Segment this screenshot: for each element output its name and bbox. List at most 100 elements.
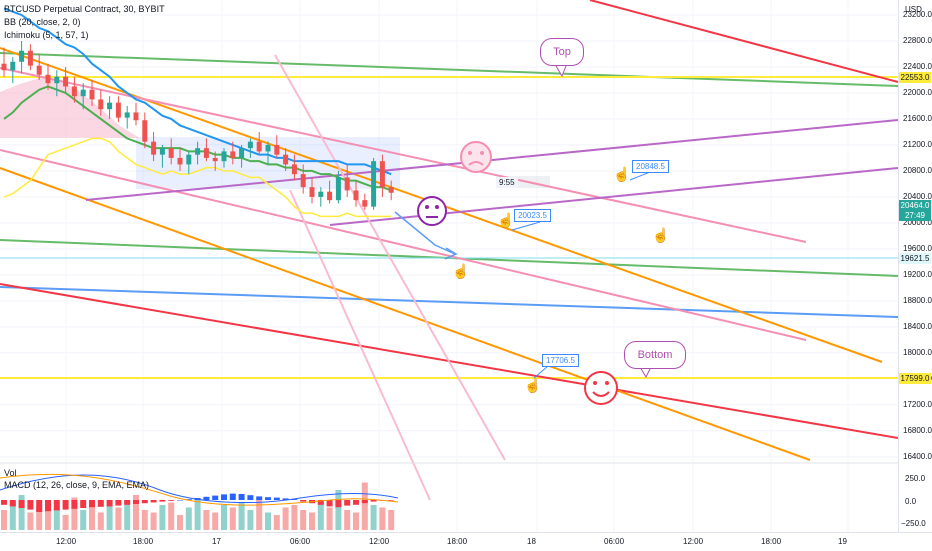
macd-bar — [229, 493, 236, 500]
volume-bar — [177, 515, 183, 530]
macd-bar — [388, 500, 395, 501]
volume-bar — [133, 495, 139, 530]
volume-bar — [388, 510, 395, 530]
happy-face-icon[interactable] — [584, 371, 618, 405]
candle — [371, 157, 377, 210]
price-scale[interactable]: USD 23200.0 22800.0 22400.0 22000.0 21600.0 2… — [898, 0, 932, 532]
macd-bar — [45, 500, 51, 512]
candle-body — [71, 86, 77, 97]
price-tick: 16800.0 — [903, 425, 932, 435]
bottom-level-tag[interactable]: 17599.0 — [899, 373, 931, 384]
price-note-b[interactable]: 20023.5 — [514, 209, 551, 222]
volume-bar — [335, 490, 342, 530]
hand-pointer-icon[interactable]: ☝ — [613, 166, 631, 182]
time-scale[interactable]: 12:00 18:00 17 06:00 12:00 18:00 18 06:00 12:00 1… — [0, 532, 932, 551]
volume-bar — [379, 507, 386, 530]
pink-trend-line-lower[interactable] — [0, 149, 807, 341]
price-note-a[interactable]: 20848.5 — [632, 160, 669, 173]
volume-bar — [273, 515, 280, 530]
volume-bar — [265, 512, 271, 530]
candle-body — [221, 151, 227, 162]
ichimoku-legend[interactable]: Ichimoku (5, 1, 57, 1) — [4, 30, 89, 40]
macd-bar — [150, 500, 157, 503]
red-trend-line-upper[interactable] — [589, 0, 899, 83]
macd-bar — [18, 500, 25, 508]
macd-bar — [124, 500, 131, 505]
volume-bar — [194, 500, 201, 530]
vol-legend[interactable]: Vol — [4, 468, 17, 478]
candle-body — [265, 144, 271, 152]
macd-tick: 0.0 — [905, 497, 917, 506]
candle-body — [54, 76, 60, 84]
volume-bar — [27, 512, 34, 530]
volume-bar — [361, 482, 368, 530]
price-tick: 20800.0 — [903, 165, 932, 175]
macd-bar — [97, 500, 104, 507]
time-tick: 12:00 — [369, 537, 390, 546]
candle — [89, 79, 95, 106]
mid-level-tag[interactable]: 19621.5 — [899, 253, 931, 264]
current-price-tag[interactable]: 20464.0 — [899, 200, 931, 211]
sad-face-icon[interactable] — [460, 141, 492, 173]
top-callout[interactable]: Top — [540, 38, 584, 66]
candle-body — [89, 89, 95, 100]
hand-pointer-icon[interactable]: ☝ — [524, 377, 542, 393]
price-tick: 20400.0 — [903, 191, 932, 201]
price-tick: 22000.0 — [903, 87, 932, 97]
symbol-legend[interactable]: BTCUSD Perpetual Contract, 30, BYBIT — [4, 4, 165, 14]
projection-arrow[interactable] — [394, 211, 456, 255]
macd-bar — [221, 494, 227, 500]
bb-legend[interactable]: BB (20, close, 2, 0) — [4, 17, 81, 27]
measure-timer: 9:55 — [496, 177, 518, 188]
candle — [353, 180, 359, 207]
macd-bar — [335, 500, 342, 508]
candle — [142, 112, 148, 149]
macd-legend[interactable]: MACD (12, 26, close, 9, EMA, EMA) — [4, 480, 150, 490]
pink-steep-line-left[interactable] — [289, 189, 431, 501]
hand-pointer-icon[interactable]: ☝ — [497, 212, 515, 228]
candle — [45, 63, 51, 90]
candle — [274, 135, 280, 158]
candle-body — [1, 63, 7, 71]
bottom-callout[interactable]: Bottom — [624, 341, 686, 369]
green-trend-line-upper[interactable] — [0, 52, 899, 87]
macd-bar — [106, 500, 113, 507]
time-tick: 06:00 — [604, 537, 625, 546]
macd-bar — [141, 500, 148, 504]
volume-bar — [256, 500, 263, 530]
volume-bar — [1, 510, 7, 530]
candle — [344, 164, 350, 197]
volume-bar — [124, 500, 131, 530]
macd-bar — [370, 500, 377, 502]
price-note-c[interactable]: 17706.5 — [542, 354, 579, 367]
top-level-tag[interactable]: 22553.0 — [899, 72, 931, 83]
price-tick: 21200.0 — [903, 139, 932, 149]
price-tick: 20000.0 — [903, 217, 932, 227]
volume-bar — [185, 507, 192, 530]
trend-lines[interactable] — [0, 0, 899, 501]
candle — [283, 148, 289, 171]
bottom-callout-tail — [639, 366, 652, 379]
time-tick: 12:00 — [683, 537, 704, 546]
orange-trend-line-lower[interactable] — [0, 167, 811, 461]
volume-bar — [141, 510, 148, 530]
pink-steep-line-right[interactable] — [274, 54, 506, 461]
time-tick: 18:00 — [133, 537, 154, 546]
macd-bar — [273, 497, 280, 500]
candle-body — [247, 141, 253, 149]
macd-bar — [36, 500, 43, 512]
box-a-leader — [629, 171, 651, 181]
candle — [151, 131, 157, 162]
volume-bar — [344, 510, 351, 530]
purple-trend-line-upper[interactable] — [85, 119, 899, 201]
hand-pointer-icon[interactable]: ☝ — [452, 263, 470, 279]
blue-trend-line[interactable] — [0, 286, 899, 318]
hand-pointer-icon[interactable]: ☝ — [652, 227, 670, 243]
volume-bar — [150, 512, 157, 530]
macd-bar — [53, 500, 60, 511]
projection-arrow-head — [444, 247, 458, 260]
neutral-face-icon[interactable] — [417, 196, 447, 226]
candle-body — [274, 144, 280, 155]
currency-label: USD — [905, 5, 922, 14]
